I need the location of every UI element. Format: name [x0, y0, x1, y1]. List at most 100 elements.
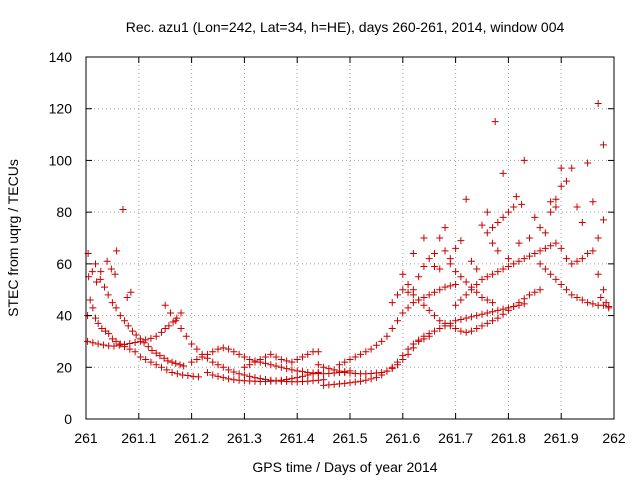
data-point-marker [520, 156, 528, 164]
data-point-marker [504, 208, 512, 216]
data-point-marker [526, 234, 534, 242]
data-point-marker [163, 366, 171, 374]
data-point-marker [483, 309, 491, 317]
data-point-marker [510, 303, 518, 311]
y-tick-label: 40 [56, 308, 72, 324]
satellite-arc-11 [335, 281, 460, 369]
data-point-marker [557, 281, 565, 289]
data-point-marker [425, 306, 433, 314]
data-point-marker [552, 195, 560, 203]
data-point-marker [341, 379, 349, 387]
satellite-arc-13 [399, 234, 497, 307]
data-point-marker [277, 363, 285, 371]
data-point-marker [467, 286, 475, 294]
data-point-marker [526, 291, 534, 299]
axis-ticks [85, 56, 615, 420]
satellite-arc-10 [320, 332, 433, 389]
data-point-marker [188, 340, 196, 348]
data-point-marker [494, 306, 502, 314]
data-point-marker [194, 373, 202, 381]
data-point-marker [589, 198, 597, 206]
data-point-marker [142, 356, 150, 364]
x-tick-label: 261.5 [332, 430, 367, 446]
data-point-marker [531, 288, 539, 296]
data-point-marker [536, 247, 544, 255]
data-point-marker [541, 229, 549, 237]
data-point-marker [351, 353, 359, 361]
data-point-marker [462, 195, 470, 203]
data-point-marker [436, 234, 444, 242]
data-point-marker [94, 340, 102, 348]
data-point-marker [388, 325, 396, 332]
data-point-marker [189, 372, 197, 380]
data-point-marker [388, 363, 396, 371]
data-point-marker [131, 348, 139, 356]
data-point-marker [230, 376, 238, 384]
x-tick-label: 261.9 [544, 430, 579, 446]
data-point-marker [562, 255, 570, 263]
data-point-marker [351, 378, 359, 386]
data-point-marker [283, 357, 291, 365]
data-point-marker [144, 343, 152, 351]
x-tick-label: 261.2 [174, 430, 209, 446]
data-point-marker [483, 319, 491, 327]
data-point-marker [578, 296, 586, 304]
data-point-marker [420, 301, 428, 309]
data-point-marker [383, 332, 391, 340]
x-tick-label: 261.3 [227, 430, 262, 446]
data-point-marker [136, 353, 144, 361]
data-point-marker [457, 237, 465, 245]
data-point-marker [462, 291, 470, 299]
data-point-marker [409, 299, 417, 307]
data-point-marker [473, 281, 481, 289]
data-point-marker [372, 341, 380, 349]
data-point-marker [160, 354, 168, 362]
data-point-marker [457, 296, 465, 304]
data-point-marker [335, 361, 343, 369]
data-point-marker [298, 372, 306, 380]
data-point-marker [552, 239, 560, 247]
data-point-marker [557, 164, 565, 172]
data-point-marker [584, 159, 592, 167]
data-point-marker [531, 213, 539, 221]
data-point-marker [441, 283, 449, 291]
data-point-marker [430, 262, 438, 270]
y-tick-label: 140 [49, 49, 73, 65]
data-point-marker [473, 288, 481, 296]
data-point-marker [594, 270, 602, 278]
data-point-marker [415, 296, 423, 304]
data-point-marker [420, 335, 428, 343]
data-point-marker [256, 356, 264, 364]
data-point-marker [127, 288, 135, 296]
data-point-marker [510, 260, 518, 268]
data-point-marker [526, 252, 534, 260]
data-point-marker [320, 381, 328, 389]
data-point-marker [552, 203, 560, 211]
data-point-marker [404, 304, 412, 312]
data-point-marker [277, 376, 285, 384]
data-point-marker [168, 358, 176, 366]
data-point-marker [594, 100, 602, 108]
data-point-marker [89, 339, 97, 347]
data-point-marker [325, 365, 333, 373]
data-point-marker [404, 281, 412, 289]
data-point-marker [165, 322, 173, 330]
data-point-marker [219, 374, 227, 382]
data-point-marker [240, 353, 248, 361]
data-point-marker [499, 310, 507, 318]
data-point-marker [520, 255, 528, 263]
data-point-marker [589, 300, 597, 308]
data-point-marker [520, 295, 528, 303]
y-tick-label: 60 [56, 256, 72, 272]
data-point-marker [357, 377, 365, 385]
data-point-marker [573, 257, 581, 265]
data-point-marker [568, 260, 576, 268]
data-point-marker [367, 375, 375, 383]
data-point-marker [235, 370, 243, 378]
data-point-marker [457, 327, 465, 335]
data-point-marker [584, 250, 592, 258]
data-point-marker [499, 213, 507, 221]
data-point-marker [246, 361, 254, 369]
data-point-marker [198, 353, 206, 361]
satellite-arc-17 [536, 260, 613, 311]
